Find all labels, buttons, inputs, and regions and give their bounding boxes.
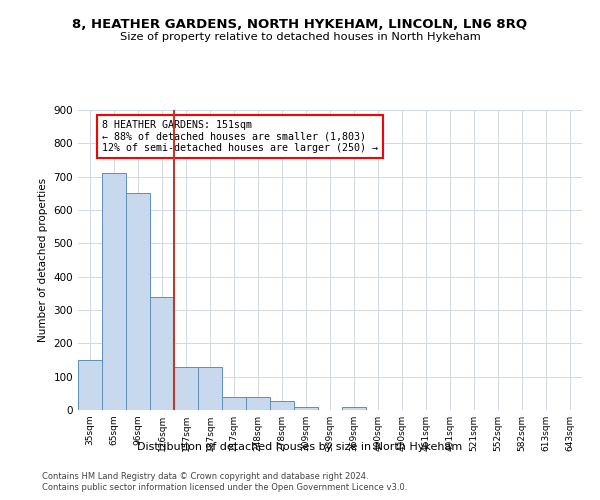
Bar <box>102 174 126 410</box>
Bar <box>270 400 294 410</box>
Y-axis label: Number of detached properties: Number of detached properties <box>38 178 48 342</box>
Bar <box>222 398 246 410</box>
Bar <box>78 360 102 410</box>
Text: Contains public sector information licensed under the Open Government Licence v3: Contains public sector information licen… <box>42 484 407 492</box>
Bar <box>126 194 150 410</box>
Bar <box>150 296 174 410</box>
Text: 8, HEATHER GARDENS, NORTH HYKEHAM, LINCOLN, LN6 8RQ: 8, HEATHER GARDENS, NORTH HYKEHAM, LINCO… <box>73 18 527 30</box>
Bar <box>198 368 222 410</box>
Text: Distribution of detached houses by size in North Hykeham: Distribution of detached houses by size … <box>137 442 463 452</box>
Bar <box>174 368 198 410</box>
Text: 8 HEATHER GARDENS: 151sqm
← 88% of detached houses are smaller (1,803)
12% of se: 8 HEATHER GARDENS: 151sqm ← 88% of detac… <box>102 120 378 153</box>
Bar <box>246 398 270 410</box>
Bar <box>342 406 366 410</box>
Text: Contains HM Land Registry data © Crown copyright and database right 2024.: Contains HM Land Registry data © Crown c… <box>42 472 368 481</box>
Bar <box>294 406 318 410</box>
Text: Size of property relative to detached houses in North Hykeham: Size of property relative to detached ho… <box>119 32 481 42</box>
